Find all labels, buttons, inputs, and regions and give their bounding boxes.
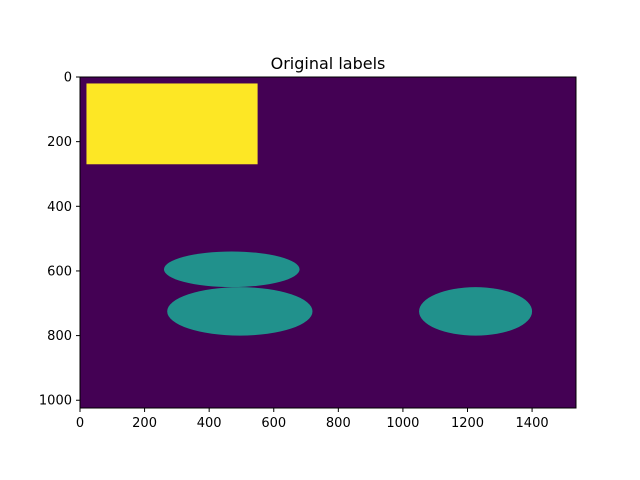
axes-frame (79, 76, 577, 409)
x-tick-label: 0 (76, 416, 84, 431)
x-tick-label: 1400 (516, 416, 549, 431)
x-tick-label: 400 (197, 416, 222, 431)
x-axis: 0 200 400 600 800 1000 1200 1400 (76, 408, 549, 431)
plot-area (79, 76, 577, 409)
y-tick-label: 600 (47, 264, 72, 279)
label-region-3 (419, 287, 533, 336)
label-region-2 (167, 287, 313, 336)
x-tick-label: 1000 (386, 416, 419, 431)
x-tick-label: 600 (261, 416, 286, 431)
y-tick-label: 400 (47, 200, 72, 215)
x-tick-label: 800 (326, 416, 351, 431)
label-region-1 (163, 251, 300, 288)
label-region-0 (86, 83, 258, 165)
y-tick-label: 1000 (39, 394, 72, 409)
y-tick-label: 200 (47, 135, 72, 150)
x-tick-label: 200 (132, 416, 157, 431)
y-tick-label: 800 (47, 329, 72, 344)
y-axis: 0 200 400 600 800 1000 (39, 71, 80, 409)
chart-title: Original labels (271, 54, 386, 73)
y-tick-label: 0 (64, 71, 72, 86)
x-tick-label: 1200 (451, 416, 484, 431)
